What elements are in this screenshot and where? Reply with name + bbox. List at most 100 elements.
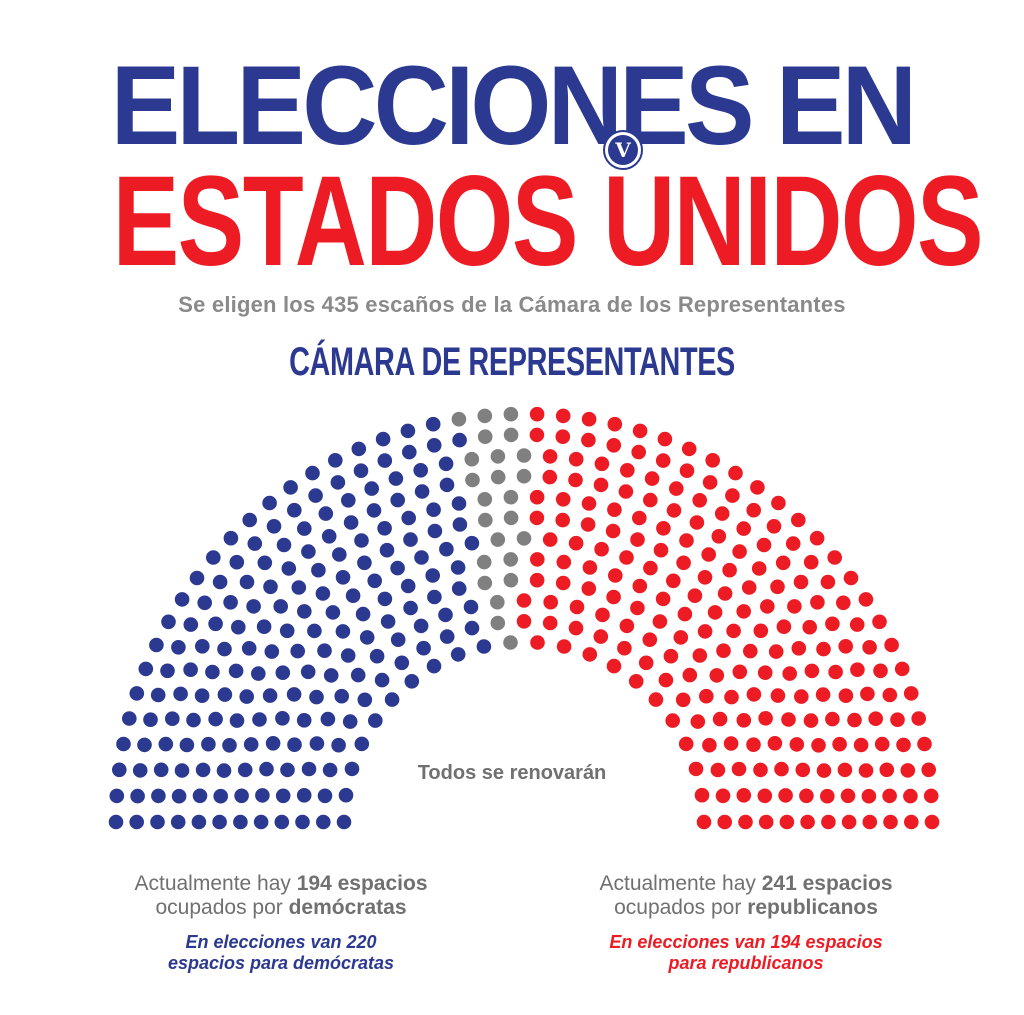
seat-republican: [663, 648, 679, 664]
seat-republican: [746, 502, 761, 518]
seat-republican: [894, 661, 910, 677]
seat-republican: [717, 814, 732, 830]
seat-democrat: [320, 711, 336, 727]
seat-democrat: [191, 814, 207, 830]
democrats-current-count: 194 espacios: [296, 872, 428, 895]
seat-republican: [775, 555, 791, 571]
seat-republican: [771, 495, 786, 511]
seat-democrat: [427, 589, 442, 605]
seat-vacant: [503, 427, 519, 443]
seat-republican: [529, 510, 545, 526]
seat-democrat: [290, 643, 306, 659]
seat-democrat: [343, 515, 359, 530]
seat-republican: [789, 737, 805, 752]
seat-democrat: [281, 561, 297, 576]
seat-democrat: [413, 463, 429, 478]
seat-republican: [581, 496, 597, 511]
seat-democrat: [439, 541, 454, 557]
seat-democrat: [450, 647, 466, 662]
seat-republican: [896, 737, 911, 753]
seat-democrat: [390, 492, 406, 508]
seat-democrat: [296, 713, 312, 728]
seat-republican: [543, 594, 558, 610]
republicans-current-count: 241 espacios: [761, 872, 893, 895]
seat-republican: [860, 686, 875, 702]
seat-republican: [874, 736, 890, 752]
seat-republican: [569, 599, 585, 615]
seat-republican: [619, 550, 634, 565]
seat-republican: [722, 562, 737, 578]
seat-democrat: [335, 570, 351, 585]
seat-democrat: [354, 736, 370, 752]
seat-democrat: [414, 484, 430, 499]
seat-republican: [816, 641, 831, 657]
seat-republican: [821, 814, 836, 830]
seat-democrat: [150, 814, 165, 830]
seat-democrat: [242, 512, 257, 528]
democrats-election-line1: En elecciones van 220: [185, 932, 377, 952]
seat-republican: [593, 477, 609, 493]
seat-republican: [903, 686, 919, 701]
seat-democrat: [237, 762, 253, 778]
seat-vacant: [451, 411, 467, 427]
seat-republican: [873, 663, 888, 679]
seat-democrat: [280, 762, 295, 778]
seat-vacant: [490, 615, 506, 631]
seat-republican: [655, 453, 671, 468]
seat-republican: [717, 586, 733, 601]
seat-republican: [732, 544, 747, 559]
seat-republican: [882, 687, 898, 703]
seat-democrat: [427, 523, 443, 539]
seat-democrat: [228, 663, 244, 679]
seat-democrat: [287, 737, 302, 752]
seat-vacant: [503, 510, 519, 526]
seat-republican: [652, 614, 668, 629]
seat-democrat: [295, 814, 310, 830]
seat-democrat: [213, 788, 228, 804]
seat-republican: [751, 561, 767, 576]
seat-republican: [804, 663, 820, 679]
seat-democrat: [384, 692, 400, 707]
seat-democrat: [463, 599, 479, 615]
seat-republican: [606, 589, 621, 605]
seat-democrat: [129, 814, 144, 830]
seat-republican: [568, 451, 584, 467]
seat-republican: [723, 736, 739, 751]
seat-democrat: [250, 666, 266, 681]
seat-democrat: [197, 595, 212, 611]
seat-democrat: [246, 599, 261, 614]
seat-republican: [643, 560, 658, 576]
democrats-current-text: Actualmente hay 194 espacios ocupados po…: [66, 872, 496, 920]
seat-republican: [838, 688, 854, 703]
seat-democrat: [186, 712, 201, 728]
seat-democrat: [452, 432, 467, 448]
seat-democrat: [116, 736, 131, 752]
seat-republican: [556, 639, 572, 654]
seat-democrat: [262, 495, 277, 511]
seat-republican: [750, 480, 765, 495]
seat-republican: [882, 788, 897, 804]
seat-democrat: [318, 506, 334, 521]
seat-republican: [715, 788, 731, 804]
seat-democrat: [206, 550, 221, 565]
seat-democrat: [377, 591, 393, 607]
seat-republican: [618, 484, 634, 499]
seat-vacant: [476, 554, 492, 570]
seat-democrat: [340, 648, 356, 663]
seat-democrat: [283, 480, 298, 495]
seat-republican: [862, 640, 877, 655]
seat-democrat: [315, 586, 331, 601]
seat-republican: [630, 600, 645, 616]
title-line-1: ELECCIONES EN: [110, 43, 917, 168]
seat-vacant: [503, 635, 518, 650]
seat-democrat: [390, 632, 406, 647]
seat-democrat: [355, 606, 371, 622]
seat-democrat: [138, 661, 154, 677]
seat-republican: [530, 552, 545, 567]
seat-republican: [582, 560, 598, 575]
seat-democrat: [276, 537, 292, 553]
seat-democrat: [212, 574, 228, 590]
seat-vacant: [490, 532, 506, 547]
seat-republican: [690, 714, 706, 729]
republicans-current-mid: ocupados por: [614, 896, 748, 919]
